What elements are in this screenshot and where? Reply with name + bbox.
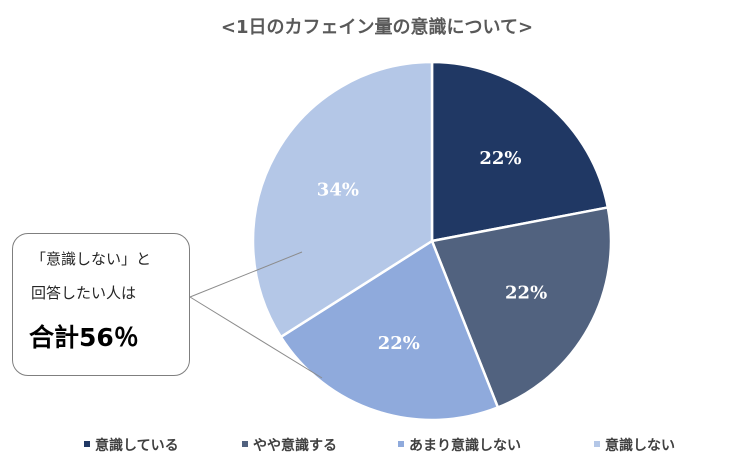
callout-text-line2: 回答したい人は xyxy=(31,284,137,302)
legend-swatch-3 xyxy=(398,441,404,447)
callout-highlight: 合計56％ xyxy=(29,323,139,352)
slice-label-4: 34% xyxy=(317,179,359,200)
legend-label-1: 意識している xyxy=(95,437,179,454)
legend-swatch-2 xyxy=(242,441,248,447)
legend-label-2: やや意識する xyxy=(253,437,337,454)
chart-title: <1日のカフェイン量の意識について> xyxy=(221,16,533,38)
pie-slice-4 xyxy=(251,60,434,339)
callout-connector-upper xyxy=(189,251,303,298)
callout-text-line1: 「意識しない」と xyxy=(31,250,152,268)
callout-box: 「意識しない」と 回答したい人は 合計56％ xyxy=(12,233,190,376)
slice-label-1: 22% xyxy=(479,148,521,169)
legend-label-3: あまり意識しない xyxy=(409,437,521,454)
pie-slice-2 xyxy=(430,206,613,409)
pie-slices xyxy=(251,60,613,422)
callout-connector-lower xyxy=(189,296,323,379)
pie-slice-1 xyxy=(430,60,610,243)
slice-label-2: 22% xyxy=(505,283,547,304)
slice-labels: 22% 22% 22% 34% xyxy=(317,148,547,354)
legend-swatch-4 xyxy=(594,441,600,447)
chart-legend: 意識している やや意識する あまり意識しない 意識しない xyxy=(84,437,675,454)
legend-label-4: 意識しない xyxy=(605,437,675,454)
callout-connector-lines xyxy=(189,251,323,379)
legend-swatch-1 xyxy=(84,441,90,447)
pie-slice-3 xyxy=(279,239,500,422)
slice-label-3: 22% xyxy=(378,333,420,354)
